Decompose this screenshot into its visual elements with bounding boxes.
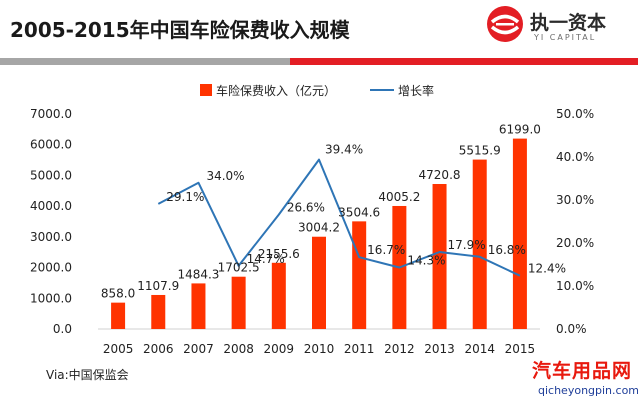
bar xyxy=(271,262,286,329)
y-right-tick-label: 40.0% xyxy=(556,150,594,164)
bar-value-label: 3004.2 xyxy=(298,221,340,235)
bar-value-label: 5515.9 xyxy=(459,144,501,158)
bar-value-label: 3504.6 xyxy=(338,205,380,219)
bar-value-label: 4720.8 xyxy=(419,168,461,182)
growth-rate-line xyxy=(157,158,521,277)
y-left-tick-label: 7000.0 xyxy=(30,107,72,121)
y-left-tick-label: 5000.0 xyxy=(30,168,72,182)
bar xyxy=(472,159,487,329)
x-tick-label: 2007 xyxy=(183,342,214,356)
bar xyxy=(312,236,326,329)
y-right-tick-label: 10.0% xyxy=(556,279,594,293)
bar xyxy=(191,283,206,329)
y-left-tick-label: 0.0 xyxy=(53,322,72,336)
bar xyxy=(151,294,166,329)
growth-rate-label: 34.0% xyxy=(206,169,244,183)
header-rule-red xyxy=(290,58,638,65)
line-data-labels: 29.1%34.0% 14.7% 26.6% 39.4% 16.7%14.3%17.9%… xyxy=(166,143,566,276)
y-right-tick-label: 50.0% xyxy=(556,107,594,121)
x-tick-label: 2010 xyxy=(304,342,335,356)
growth-rate-label: 16.7% xyxy=(367,243,405,257)
y-right-tick-label: 0.0% xyxy=(556,322,587,336)
header-rule-gray xyxy=(0,58,290,65)
bar-series xyxy=(111,138,527,329)
x-tick-label: 2005 xyxy=(103,342,134,356)
x-tick-label: 2009 xyxy=(264,342,295,356)
legend-label-line: 增长率 xyxy=(398,83,434,98)
source-note: Via:中国保监会 xyxy=(46,368,129,382)
x-tick-label: 2014 xyxy=(464,342,495,356)
x-tick-label: 2012 xyxy=(384,342,415,356)
y-left-tick-label: 1000.0 xyxy=(30,291,72,305)
y-right-tick-label: 30.0% xyxy=(556,193,594,207)
watermark-name: 汽车用品网 xyxy=(532,360,633,382)
bar xyxy=(512,138,527,329)
bar-value-label: 6199.0 xyxy=(499,123,541,137)
x-tick-label: 2013 xyxy=(424,342,455,356)
logo: 执一资本 YI CAPITAL xyxy=(486,5,626,51)
bar-value-label: 1484.3 xyxy=(177,267,219,281)
y-axis-left: 0.0 1000.0 2000.0 3000.0 4000.0 5000.0 6000.0 7… xyxy=(30,107,72,336)
watermark-url: qicheyongpin.com xyxy=(538,384,638,397)
x-tick-label: 2011 xyxy=(344,342,375,356)
growth-rate-label: 12.4% xyxy=(528,262,566,276)
page-title: 2005-2015年中国车险保费收入规模 xyxy=(10,18,350,42)
y-left-tick-label: 3000.0 xyxy=(30,230,72,244)
growth-rate-label: 14.3% xyxy=(407,254,445,268)
x-tick-label: 2015 xyxy=(505,342,536,356)
growth-rate-label: 39.4% xyxy=(325,143,363,157)
legend-swatch-bar xyxy=(200,84,212,96)
bar-value-label: 858.0 xyxy=(101,287,135,301)
growth-rate-label: 17.9% xyxy=(448,238,486,252)
x-axis: 2005 2006 2007 2008 2009 2010 2011 2012 2013 2014… xyxy=(103,342,535,356)
bar-value-label: 2155.6 xyxy=(258,247,300,261)
y-left-tick-label: 4000.0 xyxy=(30,199,72,213)
x-tick-label: 2008 xyxy=(223,342,254,356)
y-left-tick-label: 6000.0 xyxy=(30,138,72,152)
growth-rate-label: 14.7% xyxy=(247,252,285,266)
yi-capital-logo-icon xyxy=(487,6,523,42)
growth-rate-label: 26.6% xyxy=(287,201,325,215)
x-tick-label: 2006 xyxy=(143,342,174,356)
growth-rate-label: 29.1% xyxy=(166,190,204,204)
bar xyxy=(231,276,246,329)
y-axis-right: 0.0% 10.0% 20.0% 30.0% 40.0% 50.0% xyxy=(556,107,594,336)
bar xyxy=(111,302,126,329)
bar xyxy=(352,221,367,329)
bar-value-label: 1107.9 xyxy=(137,279,179,293)
header-rule xyxy=(0,58,638,65)
bar-value-label: 1702.5 xyxy=(218,261,260,275)
legend-label-bar: 车险保费收入（亿元） xyxy=(216,83,336,98)
logo-tagline: YI CAPITAL xyxy=(534,33,597,42)
legend: 车险保费收入（亿元） 增长率 xyxy=(200,83,434,98)
logo-name: 执一资本 xyxy=(530,12,607,34)
growth-rate-label: 16.8% xyxy=(488,243,526,257)
y-left-tick-label: 2000.0 xyxy=(30,261,72,275)
y-right-tick-label: 20.0% xyxy=(556,236,594,250)
bar xyxy=(432,184,447,329)
bar-value-label: 4005.2 xyxy=(378,190,420,204)
